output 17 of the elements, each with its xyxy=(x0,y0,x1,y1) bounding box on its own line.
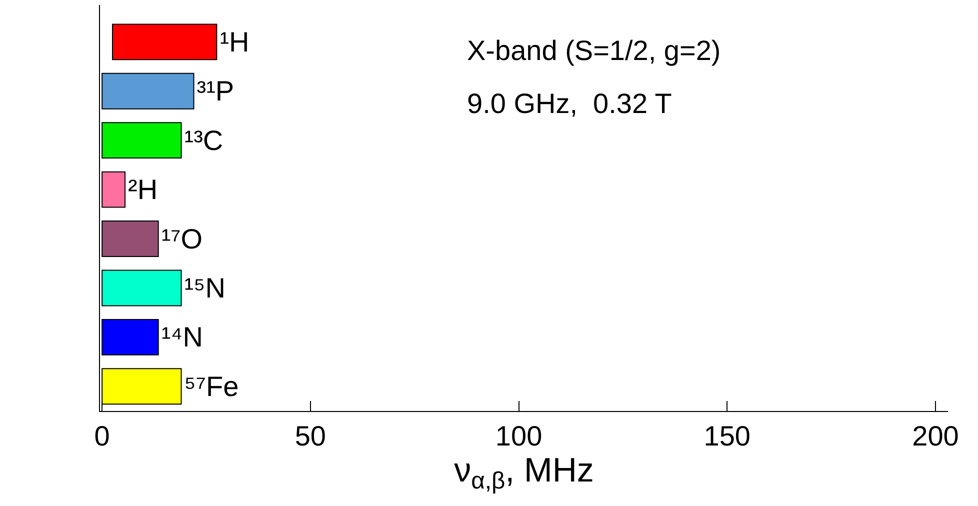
y-tick-label: ¹H xyxy=(220,26,250,58)
x-tick-label: 150 xyxy=(704,420,750,452)
y-tick-label: ¹⁷O xyxy=(161,223,203,254)
y-tick-label: ¹⁵N xyxy=(184,272,226,304)
y-tick-label: ²H xyxy=(128,174,158,206)
y-tick-label: ⁵⁷Fe xyxy=(184,370,239,402)
y-tick-label: ¹³C xyxy=(184,124,224,156)
y-tick-label: ³¹P xyxy=(196,76,234,107)
x-axis-title: ν$_{α,β}$, MHz xyxy=(454,452,594,495)
annotation: X-band (S=1/2, g=2) xyxy=(467,35,721,66)
x-tick-label: 50 xyxy=(294,420,326,452)
x-tick-label: 200 xyxy=(912,420,959,452)
bar xyxy=(112,24,218,60)
annotation: 9.0 GHz, 0.32 T xyxy=(467,88,672,119)
x-tick-label: 100 xyxy=(495,420,542,452)
x-tick-label: 0 xyxy=(94,420,110,452)
y-tick-label: ¹⁴N xyxy=(161,322,203,353)
